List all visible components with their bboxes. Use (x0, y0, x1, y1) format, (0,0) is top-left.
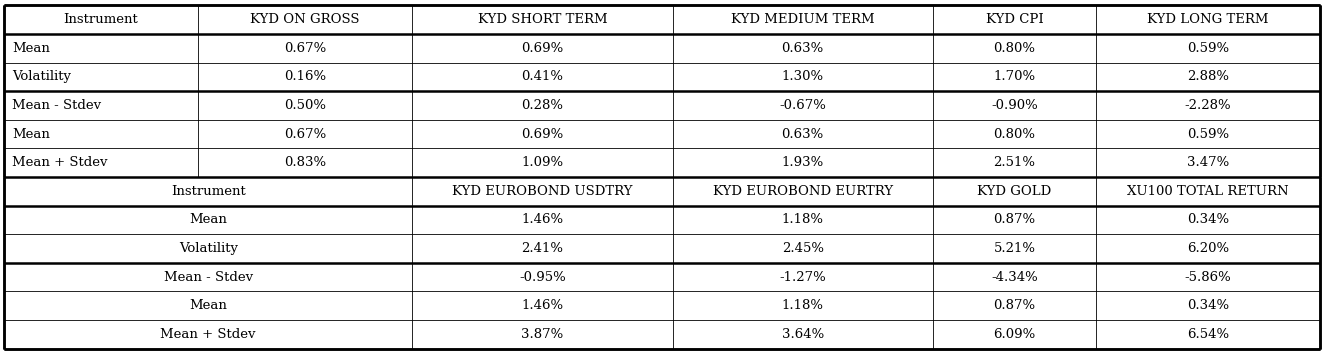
Text: Mean: Mean (189, 213, 228, 227)
Text: 0.67%: 0.67% (283, 42, 326, 55)
Text: XU100 TOTAL RETURN: XU100 TOTAL RETURN (1127, 185, 1288, 198)
Text: 0.50%: 0.50% (285, 99, 326, 112)
Text: 2.45%: 2.45% (781, 242, 824, 255)
Text: 0.59%: 0.59% (1188, 127, 1229, 141)
Text: 0.63%: 0.63% (781, 127, 824, 141)
Text: 0.80%: 0.80% (993, 127, 1035, 141)
Text: 3.47%: 3.47% (1186, 156, 1229, 169)
Text: 1.09%: 1.09% (522, 156, 564, 169)
Text: 0.63%: 0.63% (781, 42, 824, 55)
Text: -5.86%: -5.86% (1185, 271, 1231, 284)
Text: 2.41%: 2.41% (522, 242, 564, 255)
Text: -0.90%: -0.90% (992, 99, 1038, 112)
Text: 0.34%: 0.34% (1188, 299, 1229, 312)
Text: 1.93%: 1.93% (781, 156, 824, 169)
Text: KYD EUROBOND USDTRY: KYD EUROBOND USDTRY (453, 185, 633, 198)
Text: 2.51%: 2.51% (993, 156, 1035, 169)
Text: Mean: Mean (12, 42, 50, 55)
Text: 1.46%: 1.46% (522, 213, 564, 227)
Text: 1.46%: 1.46% (522, 299, 564, 312)
Text: 6.54%: 6.54% (1188, 328, 1229, 341)
Text: 6.09%: 6.09% (993, 328, 1035, 341)
Text: 0.16%: 0.16% (283, 70, 326, 83)
Text: -0.95%: -0.95% (519, 271, 565, 284)
Text: -1.27%: -1.27% (780, 271, 826, 284)
Text: Mean - Stdev: Mean - Stdev (164, 271, 253, 284)
Text: 3.64%: 3.64% (781, 328, 824, 341)
Text: Mean + Stdev: Mean + Stdev (160, 328, 256, 341)
Text: Mean - Stdev: Mean - Stdev (12, 99, 101, 112)
Text: 0.67%: 0.67% (283, 127, 326, 141)
Text: 0.34%: 0.34% (1188, 213, 1229, 227)
Text: 0.59%: 0.59% (1188, 42, 1229, 55)
Text: KYD CPI: KYD CPI (985, 13, 1043, 26)
Text: KYD SHORT TERM: KYD SHORT TERM (478, 13, 608, 26)
Text: -2.28%: -2.28% (1185, 99, 1231, 112)
Text: -4.34%: -4.34% (992, 271, 1038, 284)
Text: Volatility: Volatility (179, 242, 238, 255)
Text: 1.70%: 1.70% (993, 70, 1035, 83)
Text: 0.28%: 0.28% (522, 99, 564, 112)
Text: Instrument: Instrument (171, 185, 245, 198)
Text: 0.69%: 0.69% (522, 42, 564, 55)
Text: Mean: Mean (12, 127, 50, 141)
Text: 0.69%: 0.69% (522, 127, 564, 141)
Text: 0.83%: 0.83% (283, 156, 326, 169)
Text: Instrument: Instrument (64, 13, 138, 26)
Text: 1.18%: 1.18% (781, 213, 824, 227)
Text: 0.41%: 0.41% (522, 70, 564, 83)
Text: 0.87%: 0.87% (993, 299, 1035, 312)
Text: KYD GOLD: KYD GOLD (977, 185, 1051, 198)
Text: Volatility: Volatility (12, 70, 71, 83)
Text: 0.87%: 0.87% (993, 213, 1035, 227)
Text: KYD ON GROSS: KYD ON GROSS (250, 13, 360, 26)
Text: -0.67%: -0.67% (780, 99, 826, 112)
Text: 0.80%: 0.80% (993, 42, 1035, 55)
Text: KYD LONG TERM: KYD LONG TERM (1148, 13, 1268, 26)
Text: KYD MEDIUM TERM: KYD MEDIUM TERM (731, 13, 874, 26)
Text: KYD EUROBOND EURTRY: KYD EUROBOND EURTRY (712, 185, 892, 198)
Text: 6.20%: 6.20% (1188, 242, 1229, 255)
Text: Mean: Mean (189, 299, 228, 312)
Text: 5.21%: 5.21% (993, 242, 1035, 255)
Text: Mean + Stdev: Mean + Stdev (12, 156, 107, 169)
Text: 1.18%: 1.18% (781, 299, 824, 312)
Text: 3.87%: 3.87% (522, 328, 564, 341)
Text: 2.88%: 2.88% (1188, 70, 1229, 83)
Text: 1.30%: 1.30% (781, 70, 824, 83)
